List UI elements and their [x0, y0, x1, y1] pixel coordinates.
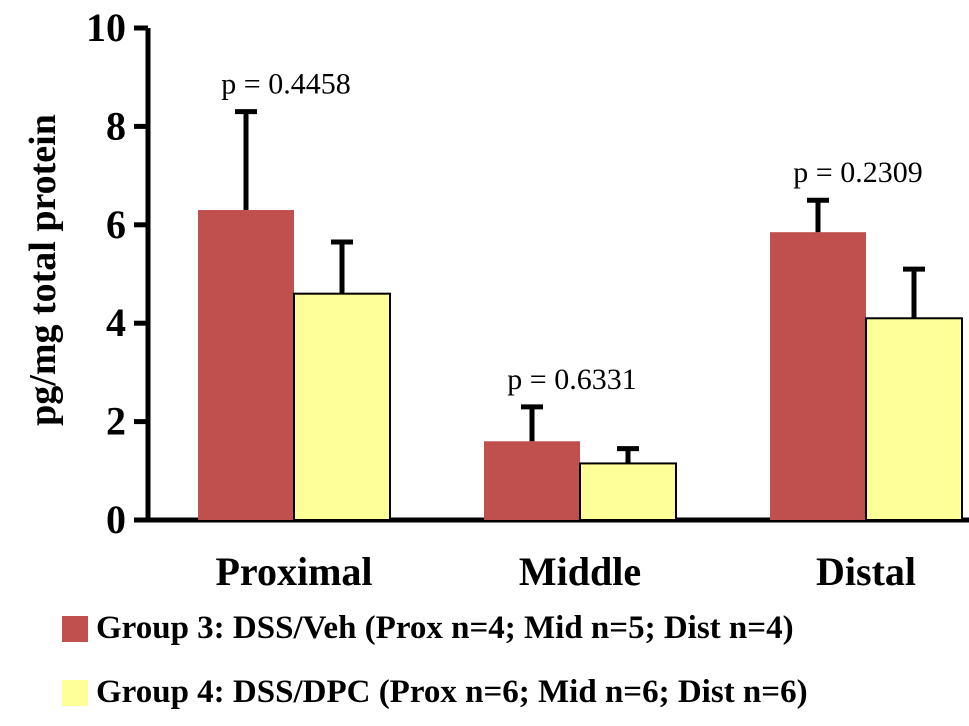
bars	[198, 109, 963, 522]
x-category-labels: Proximal Middle Distal	[215, 549, 916, 594]
legend-item-group3: Group 3: DSS/Veh (Prox n=4; Mid n=5; Dis…	[62, 610, 794, 647]
bar-middle-group4	[579, 462, 677, 522]
y-tick-label: 6	[106, 202, 126, 247]
bar-proximal-group3	[198, 210, 294, 521]
y-axis-label: pg/mg total protein	[22, 114, 64, 426]
x-category-label: Middle	[519, 549, 641, 594]
y-tick-label: 0	[106, 497, 126, 542]
p-value-annotation: p = 0.4458	[221, 68, 350, 101]
y-tick-label: 8	[106, 103, 126, 148]
y-tick-label: 10	[86, 5, 126, 50]
legend-swatch-group3	[62, 615, 88, 642]
legend-label-group4: Group 4: DSS/DPC (Prox n=6; Mid n=6; Dis…	[96, 674, 808, 710]
y-ticks: 0 2 4 6 8 10	[86, 5, 148, 542]
bar-distal-group3	[770, 232, 866, 520]
bar-proximal-group4	[293, 292, 391, 521]
p-value-annotations: p = 0.4458 p = 0.6331 p = 0.2309	[221, 68, 922, 396]
y-tick-label: 2	[106, 399, 126, 444]
bar-distal-group4	[865, 317, 963, 521]
p-value-annotation: p = 0.6331	[507, 363, 636, 396]
bar-middle-group3	[484, 441, 580, 520]
y-tick-label: 4	[106, 300, 126, 345]
legend-swatch-group4	[62, 679, 88, 706]
legend-label-group3: Group 3: DSS/Veh (Prox n=4; Mid n=5; Dis…	[96, 610, 794, 646]
p-value-annotation: p = 0.2309	[793, 156, 922, 189]
x-category-label: Proximal	[215, 549, 372, 594]
legend-item-group4: Group 4: DSS/DPC (Prox n=6; Mid n=6; Dis…	[62, 674, 808, 711]
x-category-label: Distal	[816, 549, 916, 594]
